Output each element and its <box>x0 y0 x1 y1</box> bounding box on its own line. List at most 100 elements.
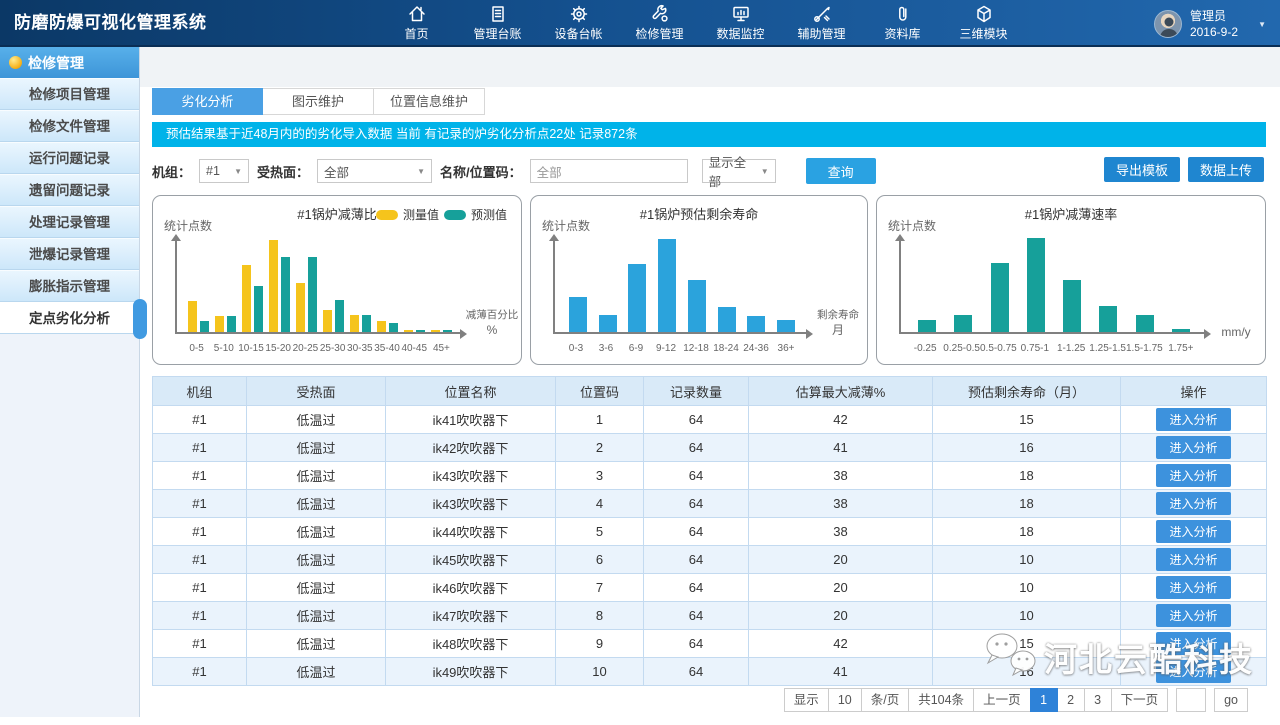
sidebar-menu: 检修项目管理检修文件管理运行问题记录遗留问题记录处理记录管理泄爆记录管理膨胀指示… <box>0 78 139 334</box>
tab-1[interactable]: 图示维护 <box>263 88 374 115</box>
bar <box>1172 329 1190 332</box>
cell-action: 进入分析 <box>1121 434 1267 462</box>
cell-record-count: 64 <box>644 434 749 462</box>
sidebar-item-4[interactable]: 处理记录管理 <box>0 206 139 238</box>
x-tick-label: 10-15 <box>237 343 264 354</box>
sidebar-header: 检修管理 <box>0 47 139 78</box>
go-button[interactable]: go <box>1214 688 1248 712</box>
cell-record-count: 64 <box>644 602 749 630</box>
sidebar-item-6[interactable]: 膨胀指示管理 <box>0 270 139 302</box>
enter-analysis-button[interactable]: 进入分析 <box>1156 660 1230 683</box>
goto-page-input[interactable] <box>1176 688 1206 712</box>
prev-page-button[interactable]: 上一页 <box>973 688 1031 712</box>
cell-max-thinning: 42 <box>749 406 933 434</box>
search-button[interactable]: 查询 <box>806 158 876 184</box>
display-select[interactable]: 显示全部▼ <box>702 159 776 183</box>
bar-group <box>712 307 742 332</box>
sidebar-item-3[interactable]: 遗留问题记录 <box>0 174 139 206</box>
enter-analysis-button[interactable]: 进入分析 <box>1156 632 1230 655</box>
name-code-input[interactable] <box>530 159 688 183</box>
bar <box>296 283 305 332</box>
bar <box>335 300 344 332</box>
nav-item-assist[interactable]: 辅助管理 <box>793 4 850 42</box>
table-row: #1低温过ik47吹吹器下8642010进入分析 <box>153 602 1267 630</box>
table-row: #1低温过ik43吹吹器下4643818进入分析 <box>153 490 1267 518</box>
bar-group <box>212 316 239 332</box>
cell-record-count: 64 <box>644 406 749 434</box>
cell-position-name: ik48吹吹器下 <box>386 630 556 658</box>
enter-analysis-button[interactable]: 进入分析 <box>1156 604 1230 627</box>
cell-remaining-life: 18 <box>933 462 1121 490</box>
chevron-down-icon: ▼ <box>234 167 242 176</box>
bars <box>901 238 1207 332</box>
tab-2[interactable]: 位置信息维护 <box>374 88 485 115</box>
bar <box>658 239 676 332</box>
x-tick-label: 0-3 <box>561 343 591 354</box>
surface-select[interactable]: 全部▼ <box>317 159 432 183</box>
cell-record-count: 64 <box>644 490 749 518</box>
enter-analysis-button[interactable]: 进入分析 <box>1156 492 1230 515</box>
bar <box>188 301 197 332</box>
avatar <box>1154 10 1182 38</box>
bar-group <box>1127 315 1163 332</box>
column-header: 估算最大减薄% <box>749 377 933 406</box>
page-button-2[interactable]: 2 <box>1057 688 1085 712</box>
bar-group <box>239 265 266 332</box>
bar-group <box>682 280 712 332</box>
tools-icon <box>812 4 832 24</box>
sidebar-item-7[interactable]: 定点劣化分析 <box>0 302 139 334</box>
nav-item-device[interactable]: 设备台帐 <box>550 4 607 42</box>
chevron-down-icon[interactable]: ▼ <box>1258 20 1266 29</box>
cell-max-thinning: 38 <box>749 490 933 518</box>
cell-position-code: 4 <box>556 490 644 518</box>
bar <box>308 257 317 332</box>
bar-group <box>1090 306 1126 332</box>
nav-item-ledger[interactable]: 管理台账 <box>469 4 526 42</box>
cell-position-code: 10 <box>556 658 644 686</box>
bar <box>688 280 706 332</box>
bar <box>569 297 587 332</box>
data-upload-button[interactable]: 数据上传 <box>1188 157 1264 182</box>
cell-record-count: 64 <box>644 546 749 574</box>
x-tick-label: 12-18 <box>681 343 711 354</box>
chart-legend: 测量值预测值 <box>376 206 507 223</box>
cell-record-count: 64 <box>644 658 749 686</box>
legend-swatch <box>376 210 398 220</box>
x-tick-label: 30-35 <box>346 343 373 354</box>
enter-analysis-button[interactable]: 进入分析 <box>1156 576 1230 599</box>
bar-group <box>320 300 347 332</box>
chevron-down-icon: ▼ <box>761 167 769 176</box>
cell-max-thinning: 38 <box>749 518 933 546</box>
nav-item-monitor[interactable]: 数据监控 <box>712 4 769 42</box>
cell-surface: 低温过 <box>247 630 386 658</box>
nav-item-repair[interactable]: 检修管理 <box>631 4 688 42</box>
unit-select[interactable]: #1▼ <box>199 159 249 183</box>
enter-analysis-button[interactable]: 进入分析 <box>1156 464 1230 487</box>
nav-item-library[interactable]: 资料库 <box>874 4 931 42</box>
next-page-button[interactable]: 下一页 <box>1111 688 1169 712</box>
sidebar-item-0[interactable]: 检修项目管理 <box>0 78 139 110</box>
user-menu[interactable]: 管理员 2016-9-2 <box>1154 8 1238 40</box>
nav-item-label: 管理台账 <box>473 25 521 42</box>
sidebar-item-5[interactable]: 泄爆记录管理 <box>0 238 139 270</box>
column-header: 受热面 <box>247 377 386 406</box>
tab-0[interactable]: 劣化分析 <box>152 88 263 115</box>
bar <box>1099 306 1117 332</box>
enter-analysis-button[interactable]: 进入分析 <box>1156 436 1230 459</box>
page-button-3[interactable]: 3 <box>1084 688 1112 712</box>
cell-action: 进入分析 <box>1121 602 1267 630</box>
nav-item-label: 辅助管理 <box>797 25 845 42</box>
nav-item-home[interactable]: 首页 <box>388 4 445 42</box>
bar <box>350 315 359 332</box>
page: 防磨防爆可视化管理系统 首页管理台账设备台帐检修管理数据监控辅助管理资料库三维模… <box>0 0 1280 725</box>
enter-analysis-button[interactable]: 进入分析 <box>1156 548 1230 571</box>
sidebar-item-2[interactable]: 运行问题记录 <box>0 142 139 174</box>
sidebar-item-1[interactable]: 检修文件管理 <box>0 110 139 142</box>
pagination: 显示10条/页共104条上一页123下一页go <box>785 688 1248 712</box>
enter-analysis-button[interactable]: 进入分析 <box>1156 520 1230 543</box>
cube-icon <box>974 4 994 24</box>
nav-item-threed[interactable]: 三维模块 <box>955 4 1012 42</box>
page-button-1[interactable]: 1 <box>1030 688 1058 712</box>
enter-analysis-button[interactable]: 进入分析 <box>1156 408 1230 431</box>
export-template-button[interactable]: 导出模板 <box>1104 157 1180 182</box>
